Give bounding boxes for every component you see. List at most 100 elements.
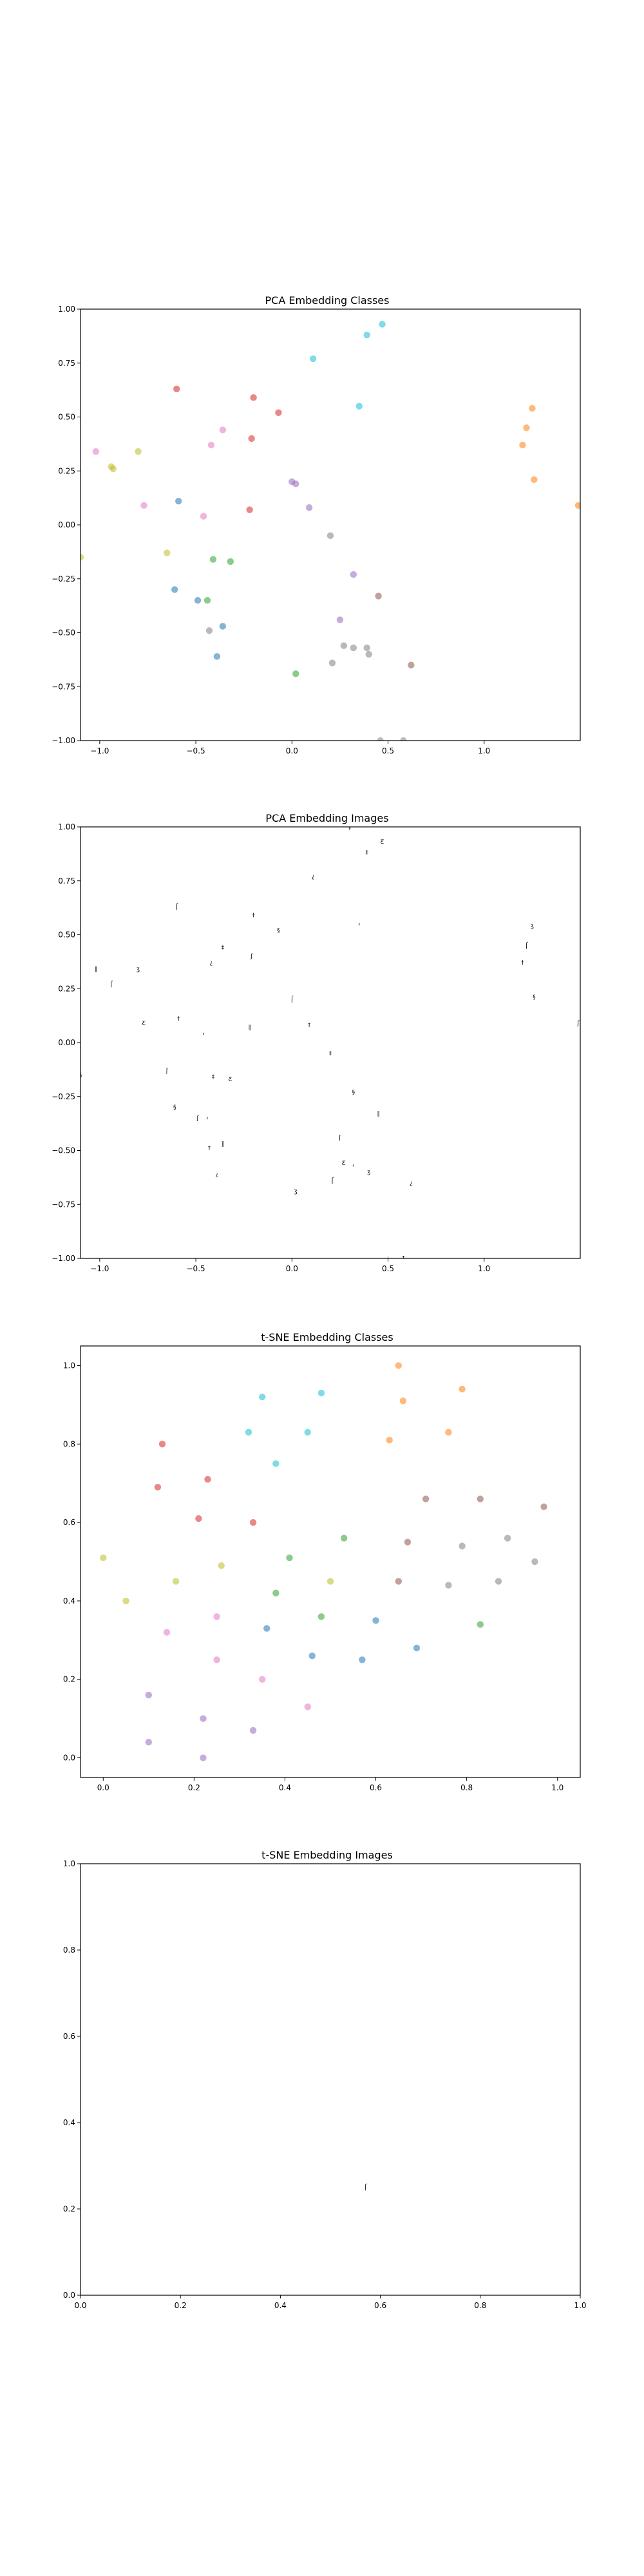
scatter-point	[365, 650, 372, 658]
scatter-point	[529, 404, 536, 412]
scatter-point	[249, 1727, 257, 1734]
scatter-point	[395, 1362, 402, 1369]
image-thumbnail-marker: §	[533, 994, 536, 1001]
image-thumbnail-marker: ʒ	[367, 1170, 370, 1176]
scatter-point	[355, 402, 363, 410]
y-tick-label: 0.25	[58, 466, 75, 475]
image-thumbnail-marker: ⌠	[525, 942, 528, 949]
chart-tsne-classes: t-SNE Embedding Classes 0.0 0.2 0.4 0.6 0.8 1…	[63, 1331, 581, 1792]
scatter-point	[495, 1578, 502, 1585]
scatter-point	[195, 1515, 202, 1522]
scatter-point	[219, 623, 227, 630]
y-tick-label: 0.00	[58, 520, 75, 529]
y-tick-label: 1.00	[58, 822, 75, 831]
image-thumbnail-marker: ‹	[202, 1031, 205, 1037]
x-tick-label: 0.2	[175, 2301, 187, 2310]
scatter-point	[207, 441, 215, 449]
scatter-point	[219, 426, 227, 433]
scatter-point	[304, 1428, 311, 1436]
y-tick-label: 0.00	[58, 1038, 75, 1047]
scatter-point	[158, 1441, 166, 1448]
axes-frame	[80, 826, 581, 1259]
scatter-point	[350, 571, 357, 578]
x-tick-label: 0.6	[374, 2301, 386, 2310]
scatter-point	[246, 506, 253, 513]
image-thumbnail-marker: §	[173, 1104, 176, 1111]
scatter-point	[408, 661, 415, 668]
y-tick-label: 0.75	[58, 876, 75, 886]
x-tick-label: −0.5	[187, 746, 205, 755]
x-tick-label: 0.0	[286, 1264, 298, 1273]
image-thumbnail-marker: ¿	[216, 1171, 219, 1178]
image-thumbnail-marker: ʒ	[531, 923, 534, 930]
y-tick-label: 0.50	[58, 413, 75, 422]
y-tick-label: 0.4	[63, 1596, 75, 1605]
scatter-point	[263, 1625, 270, 1632]
x-tick-label: 0.6	[370, 1783, 382, 1792]
plot-area	[100, 1362, 547, 1761]
scatter-point	[400, 737, 407, 741]
scatter-point	[122, 1597, 129, 1605]
image-thumbnail-marker: ‹	[358, 921, 361, 927]
scatter-point	[286, 1554, 293, 1562]
x-tick-label: −0.5	[187, 1264, 205, 1273]
scatter-point	[459, 1385, 466, 1393]
x-tick-label: 0.2	[188, 1783, 200, 1792]
scatter-point	[258, 1393, 266, 1401]
y-tick-label: 0.8	[63, 1439, 75, 1448]
scatter-point	[399, 1397, 407, 1405]
scatter-point	[304, 1703, 311, 1710]
image-thumbnail-marker: †	[177, 1016, 180, 1023]
x-tick-label: 0.5	[382, 746, 394, 755]
scatter-point	[327, 1578, 334, 1585]
scatter-point	[200, 513, 207, 520]
scatter-point	[519, 441, 526, 449]
scatter-point	[340, 1535, 348, 1542]
image-thumbnail-marker: ʃ	[166, 1068, 169, 1074]
scatter-point	[540, 1503, 547, 1510]
scatter-point	[245, 1428, 252, 1436]
scatter-point	[80, 554, 84, 561]
scatter-point	[275, 409, 282, 416]
y-tick-label: 1.00	[58, 305, 75, 314]
image-thumbnail-marker: §	[79, 1072, 82, 1079]
chart-title: PCA Embedding Images	[265, 812, 388, 824]
y-tick-label: −0.75	[52, 1200, 75, 1209]
scatter-point	[372, 1617, 379, 1624]
y-tick-label: 0.2	[63, 2204, 75, 2213]
y-tick-label: 0.25	[58, 984, 75, 993]
image-thumbnail-marker: ⌠	[364, 2183, 367, 2191]
y-tick-label: 0.0	[63, 1754, 75, 1763]
scatter-point	[305, 504, 313, 511]
y-tick-label: −0.25	[52, 574, 75, 583]
scatter-point	[92, 448, 100, 455]
scatter-point	[413, 1644, 421, 1652]
x-tick-label: 0.4	[279, 1783, 291, 1792]
scatter-point	[308, 1652, 316, 1660]
image-thumbnail-marker: ¿	[386, 1256, 390, 1262]
image-thumbnail-marker: ʃ	[250, 954, 253, 960]
image-thumbnail-marker: ⌠	[109, 980, 113, 988]
y-tick-label: −0.25	[52, 1092, 75, 1101]
scatter-point	[205, 627, 213, 634]
image-thumbnail-marker: ∥	[248, 1025, 251, 1031]
y-tick-label: 0.75	[58, 359, 75, 368]
scatter-point	[574, 502, 580, 509]
scatter-point	[292, 670, 299, 677]
axes-frame	[80, 308, 581, 741]
image-thumbnail-marker: ‹	[206, 1115, 209, 1122]
x-tick-label: 0.8	[474, 2301, 486, 2310]
image-thumbnail-marker: ⌠	[290, 996, 294, 1003]
plot-area: ⌠	[364, 2183, 367, 2191]
y-tick-label: 0.50	[58, 931, 75, 940]
plot-area	[80, 321, 580, 741]
image-thumbnail-marker: ∥	[377, 1111, 380, 1117]
image-thumbnail-marker: †	[252, 913, 255, 919]
scatter-point	[363, 644, 370, 652]
scatter-point	[350, 644, 357, 652]
image-thumbnail-marker: ʒ	[294, 1189, 298, 1195]
y-tick-label: 1.0	[63, 1361, 75, 1370]
y-tick-label: 0.6	[63, 2032, 75, 2041]
image-thumbnail-marker: †	[308, 1023, 311, 1029]
x-tick-label: −1.0	[90, 746, 109, 755]
